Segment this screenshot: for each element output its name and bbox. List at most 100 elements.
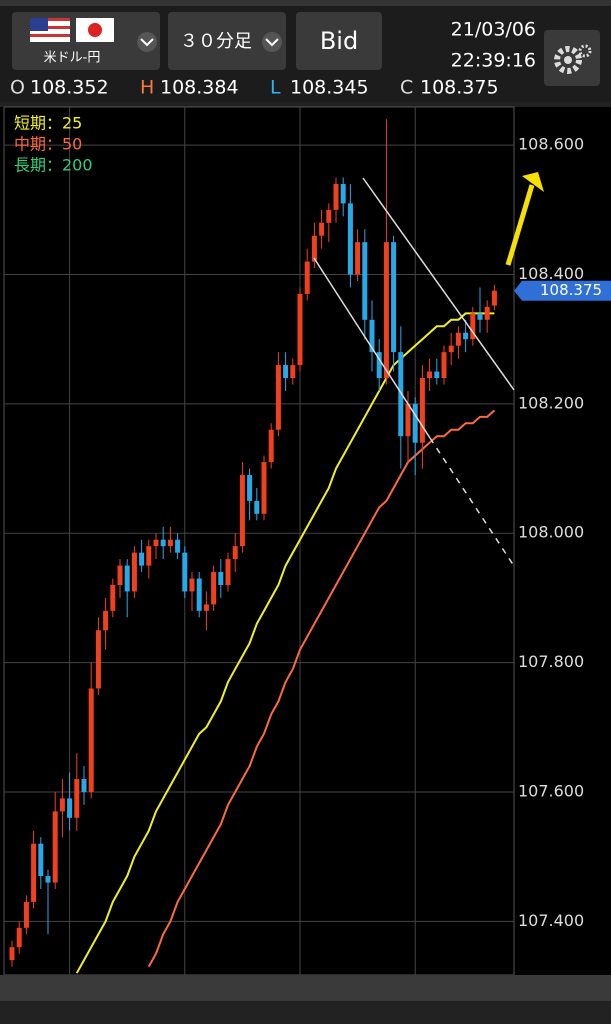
legend-entry: 長期：200 [14,156,93,175]
pair-name: 米ドル-円 [44,51,101,66]
candle-body [239,475,245,547]
flag-us-stripe [30,26,70,29]
plot-area [3,106,515,976]
candle-body [340,183,346,204]
candle-body [419,378,425,443]
y-tick-label: 108.600 [518,135,584,154]
chevron [140,38,154,47]
candle-body [254,500,260,514]
candle-body [232,546,238,560]
gear-hub [564,56,572,64]
y-tick-label: 108.000 [518,523,584,542]
candle-body [412,403,418,443]
candle-body [304,261,310,294]
quote-value: 108.352 [30,77,109,99]
candle-body [463,332,469,340]
candle-body [376,352,382,379]
y-tick-label: 108.400 [518,264,584,283]
candle-body [283,365,289,379]
candle-body [247,475,253,501]
y-tick-label: 108.200 [518,393,584,412]
candle-body [31,843,37,902]
candle-body [88,688,94,792]
candle-body [67,798,73,818]
timeframe-selector[interactable] [168,12,286,70]
candle-body [74,779,80,818]
candle-body [211,572,217,605]
candle-body [484,306,490,320]
candle-body [441,352,447,379]
candle-body [38,843,44,877]
y-tick-label: 107.400 [518,911,584,930]
divider [0,102,611,107]
candle-body [311,235,317,262]
candle-body [448,345,454,353]
price-tag [514,280,611,301]
candle-body [146,546,152,566]
candle-body [391,242,397,353]
candle-body [470,313,476,340]
bid-button[interactable] [296,12,382,70]
quote-key: H [140,77,154,99]
candle-body [103,610,109,631]
candle-body [95,630,101,689]
candle-body [297,293,303,366]
candle-body [139,552,145,566]
flag-us-canton [30,18,48,31]
chevron [265,38,279,47]
arrow-head [522,172,544,192]
candle-body [16,927,22,948]
dropdown-icon [262,32,282,52]
quote-row: O 108.352 H 108.384 L 108.345 C 108.375 [10,77,499,99]
footer-bar [0,1001,611,1024]
candle-body [45,876,51,883]
candle-body [290,365,296,379]
candle-body [455,332,461,346]
candle-body [81,779,87,792]
candle-body [9,947,15,961]
quote-value: 108.375 [420,77,499,99]
candle-body [477,313,483,320]
flag-us-stripe [30,18,70,21]
price-tag-label: 108.375 [540,281,602,299]
quote-value: 108.384 [160,77,239,99]
candle-body [225,559,231,585]
candle-body [117,565,123,585]
candle-body [355,242,361,275]
dropdown-icon [137,32,157,52]
quote-key: C [400,77,413,99]
candle-body [189,578,195,592]
candle-body [175,539,181,553]
candle-body [275,365,281,430]
candle-body [427,371,433,379]
trendline [313,257,431,439]
candle-body [167,539,173,547]
candle-body [369,319,375,353]
y-tick-label: 107.800 [518,652,584,671]
candle-body [268,429,274,463]
candle-body [153,539,159,547]
candle-body [261,462,267,514]
quote-key: L [270,77,281,99]
trendline [362,177,515,391]
candle-body [52,811,58,883]
date: 21/03/06 [451,19,536,41]
legend-entry: 中期：50 [14,135,82,154]
candle-body [347,203,353,275]
candle-body [405,403,411,437]
candle-body [218,572,224,585]
x-axis-bar [0,975,611,1001]
candle-body [383,242,389,379]
quote-key: O [10,77,25,99]
time: 22:39:16 [451,50,536,72]
trendline-extension [429,437,515,567]
ma-line [75,312,495,974]
candle-body [160,539,166,547]
status-strip [0,0,611,6]
timeframe: ３０分足 [180,31,252,52]
settings-button[interactable] [544,30,600,86]
ma-line [147,409,496,968]
candle-body [333,183,339,210]
